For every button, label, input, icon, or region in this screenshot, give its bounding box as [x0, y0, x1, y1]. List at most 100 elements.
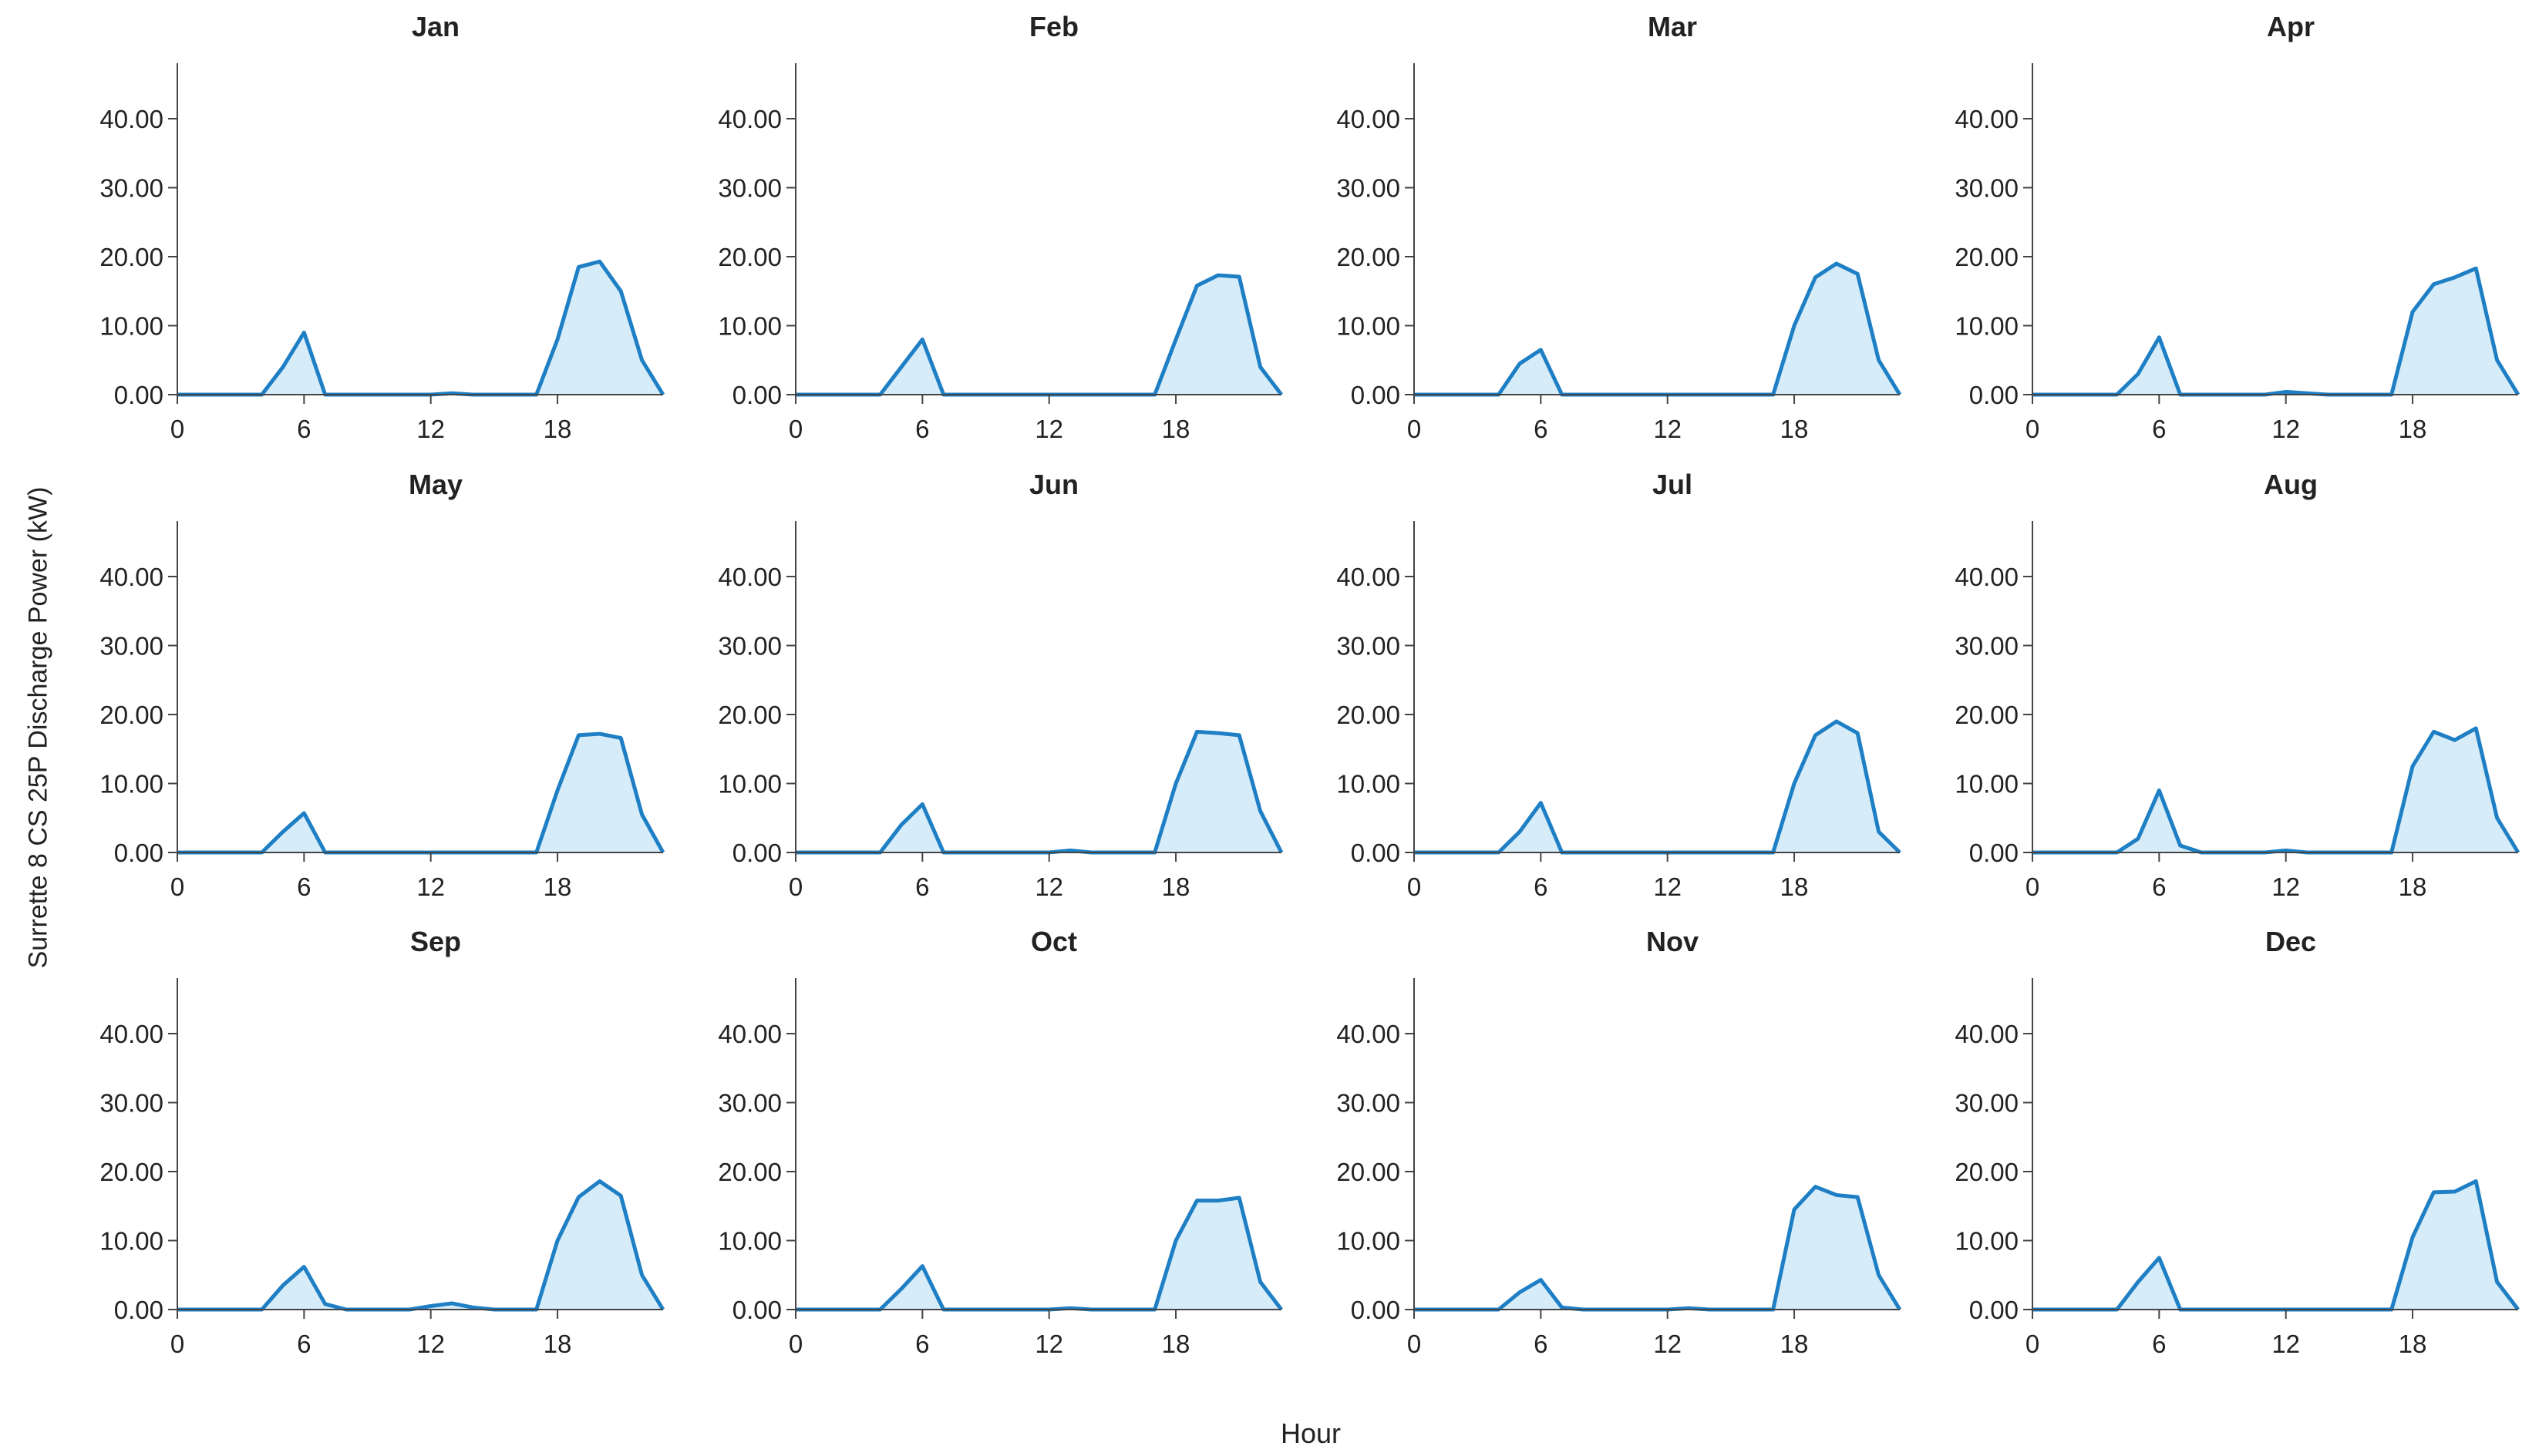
- y-tick-label: 40.00: [718, 563, 782, 591]
- x-tick-label: 12: [1653, 1330, 1682, 1358]
- y-tick-label: 0.00: [732, 1296, 782, 1324]
- subplot-title: Sep: [410, 926, 461, 957]
- x-tick-label: 18: [2399, 1330, 2427, 1358]
- x-axis-label: Hour: [1280, 1417, 1342, 1449]
- y-tick-label: 30.00: [718, 1089, 782, 1118]
- series-area-fill: [2032, 268, 2518, 395]
- x-tick-label: 12: [2271, 1330, 2300, 1358]
- x-tick-label: 6: [915, 873, 929, 901]
- series-area-fill: [1414, 1186, 1900, 1310]
- series-area-fill: [177, 261, 663, 395]
- y-tick-label: 40.00: [718, 1020, 782, 1048]
- subplot-title: May: [409, 469, 463, 500]
- y-tick-label: 20.00: [718, 701, 782, 729]
- series-area-fill: [1414, 721, 1900, 852]
- x-tick-label: 0: [1407, 415, 1421, 443]
- y-tick-label: 0.00: [732, 839, 782, 867]
- subplot-title: Mar: [1648, 11, 1697, 42]
- x-tick-label: 0: [789, 415, 803, 443]
- x-tick-label: 0: [789, 1330, 803, 1358]
- y-tick-label: 40.00: [99, 1020, 163, 1048]
- x-tick-label: 18: [544, 415, 572, 443]
- x-tick-label: 0: [170, 873, 184, 901]
- x-tick-label: 0: [1407, 1330, 1421, 1358]
- x-tick-label: 12: [1035, 1330, 1063, 1358]
- x-tick-label: 18: [544, 873, 572, 901]
- x-tick-label: 0: [2025, 1330, 2039, 1358]
- y-tick-label: 10.00: [1955, 312, 2019, 341]
- x-tick-label: 12: [1653, 415, 1682, 443]
- subplot-title: Feb: [1029, 11, 1079, 42]
- y-tick-label: 30.00: [99, 174, 163, 203]
- x-tick-label: 12: [416, 415, 445, 443]
- x-tick-label: 6: [297, 415, 311, 443]
- y-tick-label: 20.00: [1336, 701, 1400, 729]
- y-tick-label: 20.00: [1336, 243, 1400, 271]
- y-tick-label: 10.00: [99, 1227, 163, 1256]
- y-tick-label: 20.00: [718, 243, 782, 271]
- subplot-title: Jul: [1652, 469, 1692, 500]
- x-tick-label: 6: [2152, 415, 2166, 443]
- subplot-title: Aug: [2264, 469, 2318, 500]
- x-tick-label: 18: [1780, 1330, 1809, 1358]
- y-tick-label: 0.00: [114, 381, 163, 409]
- subplot-oct: Oct 0.00 10.00 20.00 30.00 40.00 0 6 12 18: [718, 926, 1283, 1358]
- x-tick-label: 12: [416, 873, 445, 901]
- subplot-title: Jan: [412, 11, 460, 42]
- x-tick-label: 6: [297, 873, 311, 901]
- x-tick-label: 0: [2025, 873, 2039, 901]
- x-tick-label: 6: [1534, 415, 1547, 443]
- x-tick-label: 0: [170, 415, 184, 443]
- y-tick-label: 0.00: [1969, 381, 2019, 409]
- y-tick-label: 30.00: [718, 632, 782, 661]
- x-tick-label: 6: [2152, 1330, 2166, 1358]
- x-tick-label: 18: [1162, 873, 1190, 901]
- y-tick-label: 40.00: [1336, 563, 1400, 591]
- x-tick-label: 18: [1162, 1330, 1190, 1358]
- x-tick-label: 0: [2025, 415, 2039, 443]
- x-tick-label: 0: [1407, 873, 1421, 901]
- y-tick-label: 10.00: [1955, 1227, 2019, 1256]
- y-tick-label: 20.00: [99, 1158, 163, 1186]
- y-tick-label: 20.00: [1955, 243, 2019, 271]
- subplot-title: Dec: [2265, 926, 2316, 957]
- series-area-fill: [796, 1198, 1281, 1310]
- y-tick-label: 20.00: [99, 701, 163, 729]
- y-tick-label: 40.00: [1336, 105, 1400, 133]
- subplot-may: May 0.00 10.00 20.00 30.00 40.00 0 6 12 18: [99, 469, 665, 901]
- x-tick-label: 12: [416, 1330, 445, 1358]
- x-tick-label: 12: [1035, 415, 1063, 443]
- y-tick-label: 10.00: [718, 1227, 782, 1256]
- subplot-title: Oct: [1031, 926, 1077, 957]
- y-tick-label: 20.00: [1955, 1158, 2019, 1186]
- y-tick-label: 30.00: [1336, 632, 1400, 661]
- x-tick-label: 18: [1780, 873, 1809, 901]
- y-tick-label: 0.00: [1351, 381, 1400, 409]
- x-tick-label: 6: [1534, 873, 1547, 901]
- subplot-title: Jun: [1029, 469, 1079, 500]
- y-tick-label: 30.00: [1955, 1089, 2019, 1118]
- x-tick-label: 18: [1780, 415, 1809, 443]
- y-tick-label: 40.00: [99, 105, 163, 133]
- y-tick-label: 0.00: [114, 839, 163, 867]
- y-tick-label: 30.00: [718, 174, 782, 203]
- x-tick-label: 12: [1653, 873, 1682, 901]
- subplot-dec: Dec 0.00 10.00 20.00 30.00 40.00 0 6 12 18: [1955, 926, 2520, 1358]
- y-tick-label: 0.00: [1969, 839, 2019, 867]
- y-tick-label: 20.00: [1336, 1158, 1400, 1186]
- x-tick-label: 6: [2152, 873, 2166, 901]
- y-tick-label: 0.00: [1969, 1296, 2019, 1324]
- y-tick-label: 30.00: [99, 1089, 163, 1118]
- y-tick-label: 40.00: [1955, 105, 2019, 133]
- x-tick-label: 0: [789, 873, 803, 901]
- y-tick-label: 10.00: [99, 770, 163, 799]
- series-area-fill: [177, 1181, 663, 1310]
- x-tick-label: 12: [2271, 415, 2300, 443]
- x-tick-label: 6: [915, 415, 929, 443]
- series-area-fill: [796, 731, 1281, 852]
- subplot-sep: Sep 0.00 10.00 20.00 30.00 40.00 0 6 12 18: [99, 926, 665, 1358]
- y-tick-label: 40.00: [1955, 1020, 2019, 1048]
- x-tick-label: 12: [2271, 873, 2300, 901]
- subplot-mar: Mar 0.00 10.00 20.00 30.00 40.00 0 6 12 18: [1336, 11, 1902, 443]
